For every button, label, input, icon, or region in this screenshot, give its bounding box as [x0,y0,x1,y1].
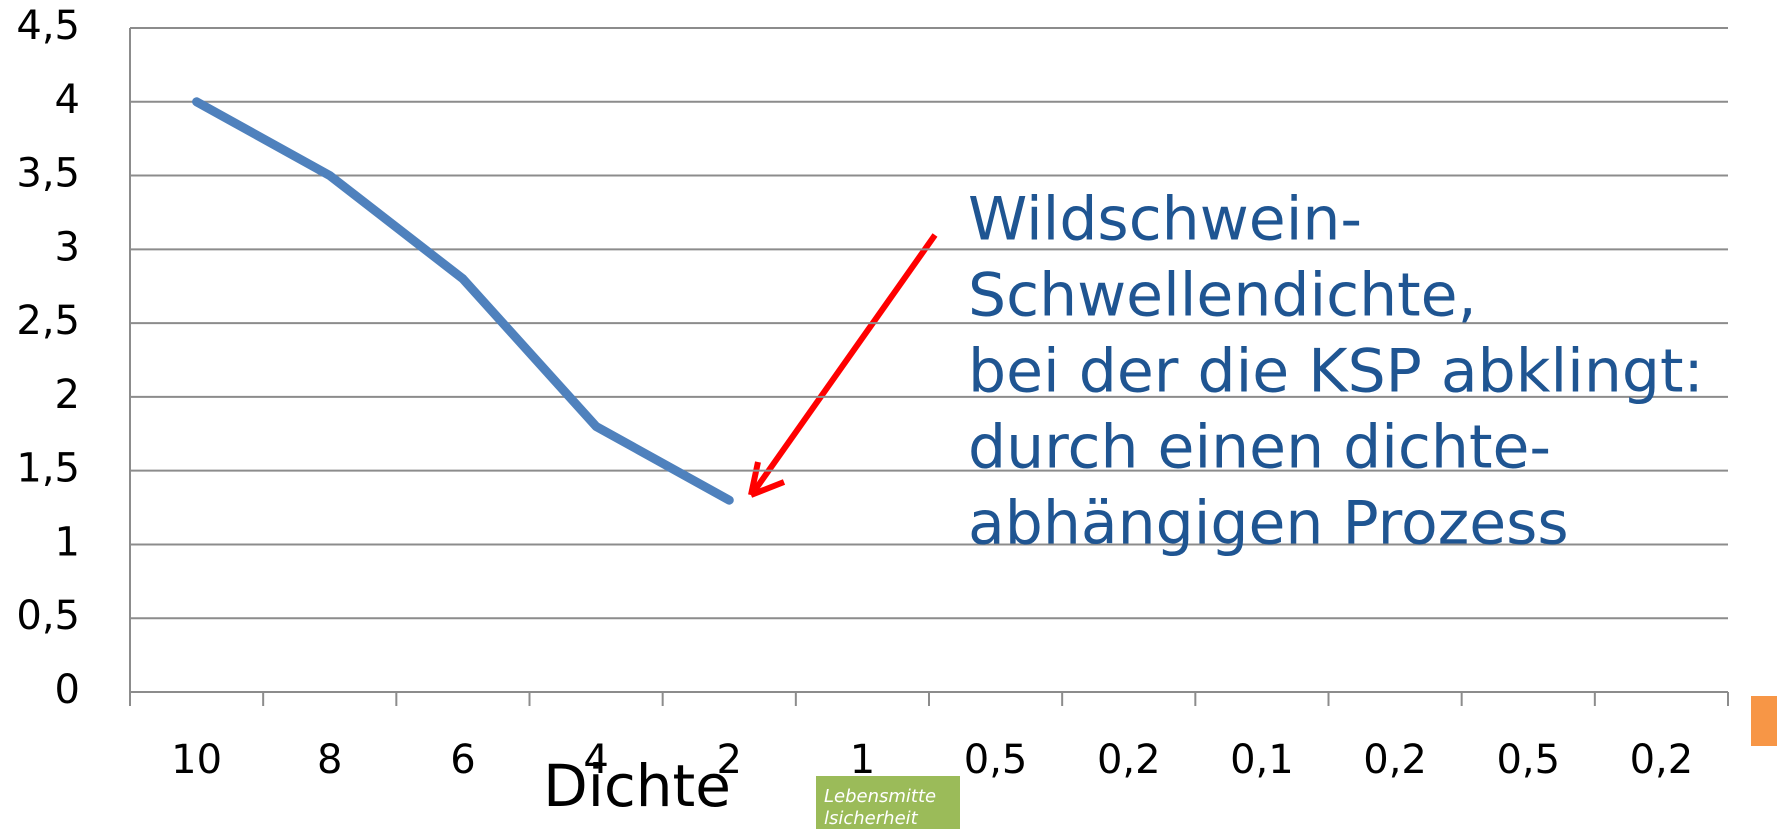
x-tick-label: 0,5 [964,737,1028,783]
y-tick-label: 0 [55,667,80,713]
y-tick-label: 1,5 [16,446,80,492]
x-axis-label: Dichte [543,752,731,820]
x-tick-label: 2 [717,737,742,783]
corner-marker [1751,696,1777,746]
x-tick-label: 0,1 [1230,737,1294,783]
annotation-line: Wildschwein- [968,185,1362,255]
badge-line: lsicherheit [824,808,919,829]
x-tick-label: 8 [317,737,342,783]
x-tick-label: 0,2 [1630,737,1694,783]
y-tick-label: 2 [55,372,80,418]
line-series [192,97,734,505]
badge-box [816,776,960,829]
x-tick-label: 4 [583,737,608,783]
x-tick-label: 0,5 [1496,737,1560,783]
y-tick-label: 2,5 [16,298,80,344]
x-tick-label: 0,2 [1097,737,1161,783]
y-tick-label: 3,5 [16,151,80,197]
y-tick-label: 4 [55,77,80,123]
annotation-line: abhängigen Prozess [968,489,1569,559]
x-tick-label: 6 [450,737,475,783]
x-tick-label: 10 [171,737,222,783]
y-tick-label: 4,5 [16,3,80,49]
y-tick-label: 1 [55,519,80,565]
annotation-line: Schwellendichte, [968,261,1477,331]
x-tick-label: 1 [850,737,875,783]
y-tick-label: 0,5 [16,593,80,639]
arrow [752,233,938,492]
arrow-head [748,461,786,498]
annotation-line: bei der die KSP abklingt: [968,337,1704,407]
badge-line: Lebensmitte [824,786,936,807]
annotation-line: durch einen dichte- [968,413,1551,483]
y-tick-label: 3 [55,224,80,270]
x-tick-label: 0,2 [1363,737,1427,783]
